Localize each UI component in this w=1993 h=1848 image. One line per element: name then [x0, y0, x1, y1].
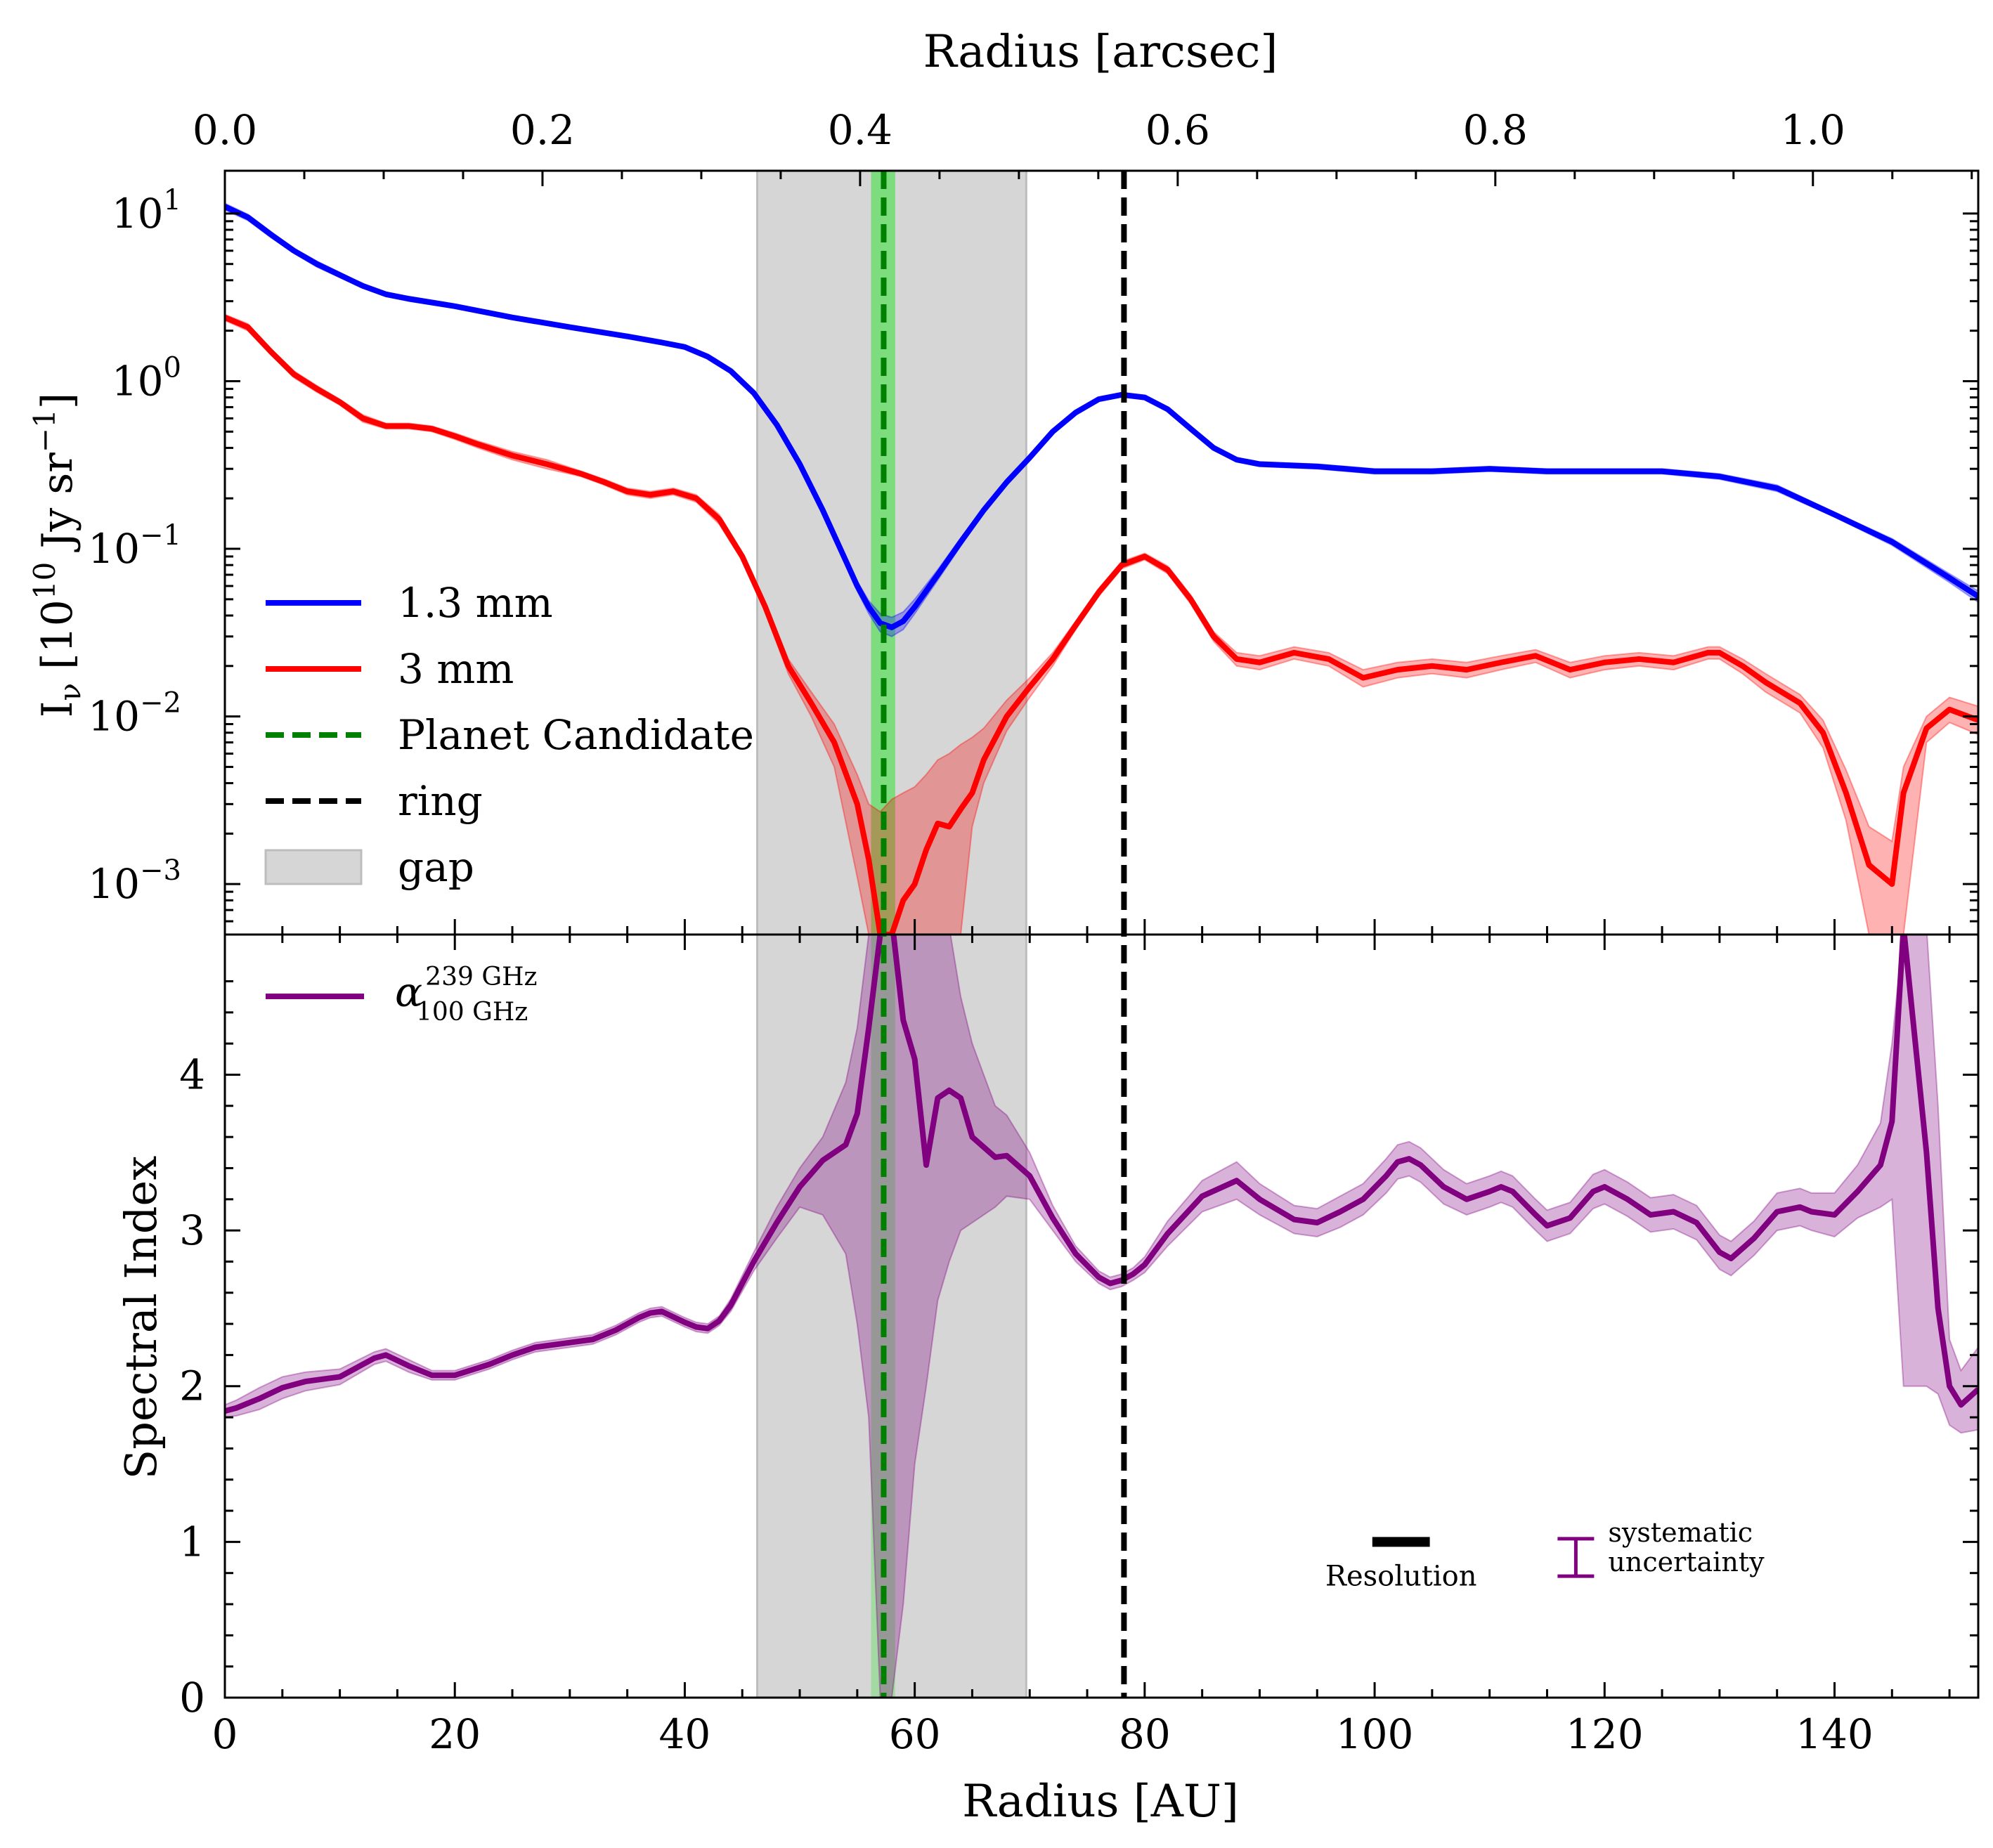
- y-tick-label-base: 10: [88, 860, 140, 908]
- y-tick-label-exp: −1: [140, 519, 181, 552]
- x-tick-label-arcsec: 1.0: [1781, 106, 1845, 154]
- bottom-axis-title: Radius [AU]: [962, 1776, 1239, 1828]
- y-tick-label-base: 10: [112, 190, 164, 237]
- upper-panel-data: [225, 202, 1978, 935]
- x-tick-label-au: 60: [889, 1710, 941, 1758]
- lower-y-axis-title: Spectral Index: [115, 1156, 167, 1479]
- legend-alpha-label: α 239 GHz 100 GHz: [395, 963, 537, 1027]
- y-tick-label-lower: 4: [179, 1050, 205, 1098]
- lower-legend: α 239 GHz 100 GHz: [266, 963, 537, 1027]
- upper-ylabel-close: ]: [33, 393, 82, 409]
- x-tick-label-au: 140: [1796, 1710, 1874, 1758]
- y-tick-label-lower: 0: [179, 1674, 205, 1722]
- x-tick-label-arcsec: 0.2: [510, 106, 575, 154]
- x-tick-label-au: 0: [212, 1710, 238, 1758]
- x-tick-label-arcsec: 0.4: [828, 106, 892, 154]
- annotations: Resolution systematic uncertainty: [1325, 1517, 1765, 1592]
- y-tick-label-base: 10: [88, 693, 140, 741]
- uncertainty-label: uncertainty: [1608, 1547, 1765, 1577]
- y-tick-label-lower: 2: [179, 1362, 205, 1410]
- upper-ylabel-nu: ν: [53, 683, 87, 701]
- legend-label-4: gap: [398, 843, 474, 891]
- axes-frame: [223, 169, 1980, 1699]
- x-tick-label-au: 40: [659, 1710, 711, 1758]
- y-tick-label-exp: −2: [140, 687, 181, 720]
- legend-gap-swatch: [264, 849, 363, 885]
- y-tick-label-exp: 0: [164, 351, 181, 384]
- upper-axes-frame: [223, 169, 1980, 936]
- y-tick-label-lower: 1: [179, 1518, 205, 1566]
- series-1p3mm-line: [225, 204, 1978, 630]
- y-tick-label-exp: 1: [164, 184, 181, 216]
- y-tick-label-exp: −3: [140, 854, 181, 887]
- upper-ylabel-exp: 10: [27, 562, 62, 599]
- resolution-label: Resolution: [1325, 1560, 1477, 1592]
- legend-alpha-sup: 239 GHz: [425, 963, 537, 991]
- x-tick-label-au: 100: [1336, 1710, 1414, 1758]
- upper-y-axis-title: Iν [1010 Jy sr−1]: [27, 393, 87, 717]
- y-tick-label-base: 10: [112, 357, 164, 405]
- legend-label-3: ring: [398, 777, 483, 825]
- systematic-uncertainty-bar: [1557, 1537, 1595, 1578]
- x-tick-label-arcsec: 0.0: [193, 106, 257, 154]
- lower-axes-frame: [223, 933, 1980, 1699]
- spectral-index-line: [225, 935, 1978, 1414]
- y-tick-label-upper: 10−3: [88, 854, 181, 908]
- legend-label-1: 3 mm: [398, 645, 514, 693]
- y-tick-label-upper: 100: [112, 351, 181, 405]
- x-tick-label-arcsec: 0.8: [1463, 106, 1528, 154]
- y-tick-label-upper: 10−1: [88, 519, 181, 573]
- upper-ylabel-i: I: [33, 701, 82, 718]
- series-3mm-uncertainty-band: [225, 313, 1978, 935]
- legend-label-0: 1.3 mm: [398, 579, 553, 627]
- upper-ylabel-rest: [10: [33, 599, 82, 683]
- systematic-label: systematic: [1608, 1517, 1753, 1548]
- top-axis-title: Radius [arcsec]: [923, 26, 1278, 78]
- upper-ylabel-units-exp: −1: [27, 409, 62, 453]
- spectral-index-uncertainty-band: [225, 935, 1978, 1698]
- x-tick-label-au: 20: [429, 1710, 481, 1758]
- upper-ylabel-units: Jy sr: [33, 453, 82, 562]
- lower-panel-data: [225, 935, 1978, 1698]
- x-tick-label-arcsec: 0.6: [1145, 106, 1210, 154]
- legend-alpha-sub: 100 GHz: [416, 998, 528, 1027]
- x-tick-label-au: 80: [1119, 1710, 1171, 1758]
- y-tick-label-upper: 10−2: [88, 687, 181, 741]
- y-tick-label-lower: 3: [179, 1206, 205, 1254]
- legend-label-2: Planet Candidate: [398, 711, 754, 759]
- x-tick-label-au: 120: [1566, 1710, 1644, 1758]
- y-tick-label-base: 10: [88, 525, 140, 573]
- series-1p3mm-uncertainty-band: [225, 202, 1978, 637]
- legend-alpha-symbol: α: [395, 968, 422, 1016]
- series-3mm-line: [225, 315, 1978, 935]
- upper-legend: 1.3 mm 3 mm Planet Candidate ring gap: [264, 579, 754, 891]
- y-tick-label-upper: 101: [112, 184, 181, 237]
